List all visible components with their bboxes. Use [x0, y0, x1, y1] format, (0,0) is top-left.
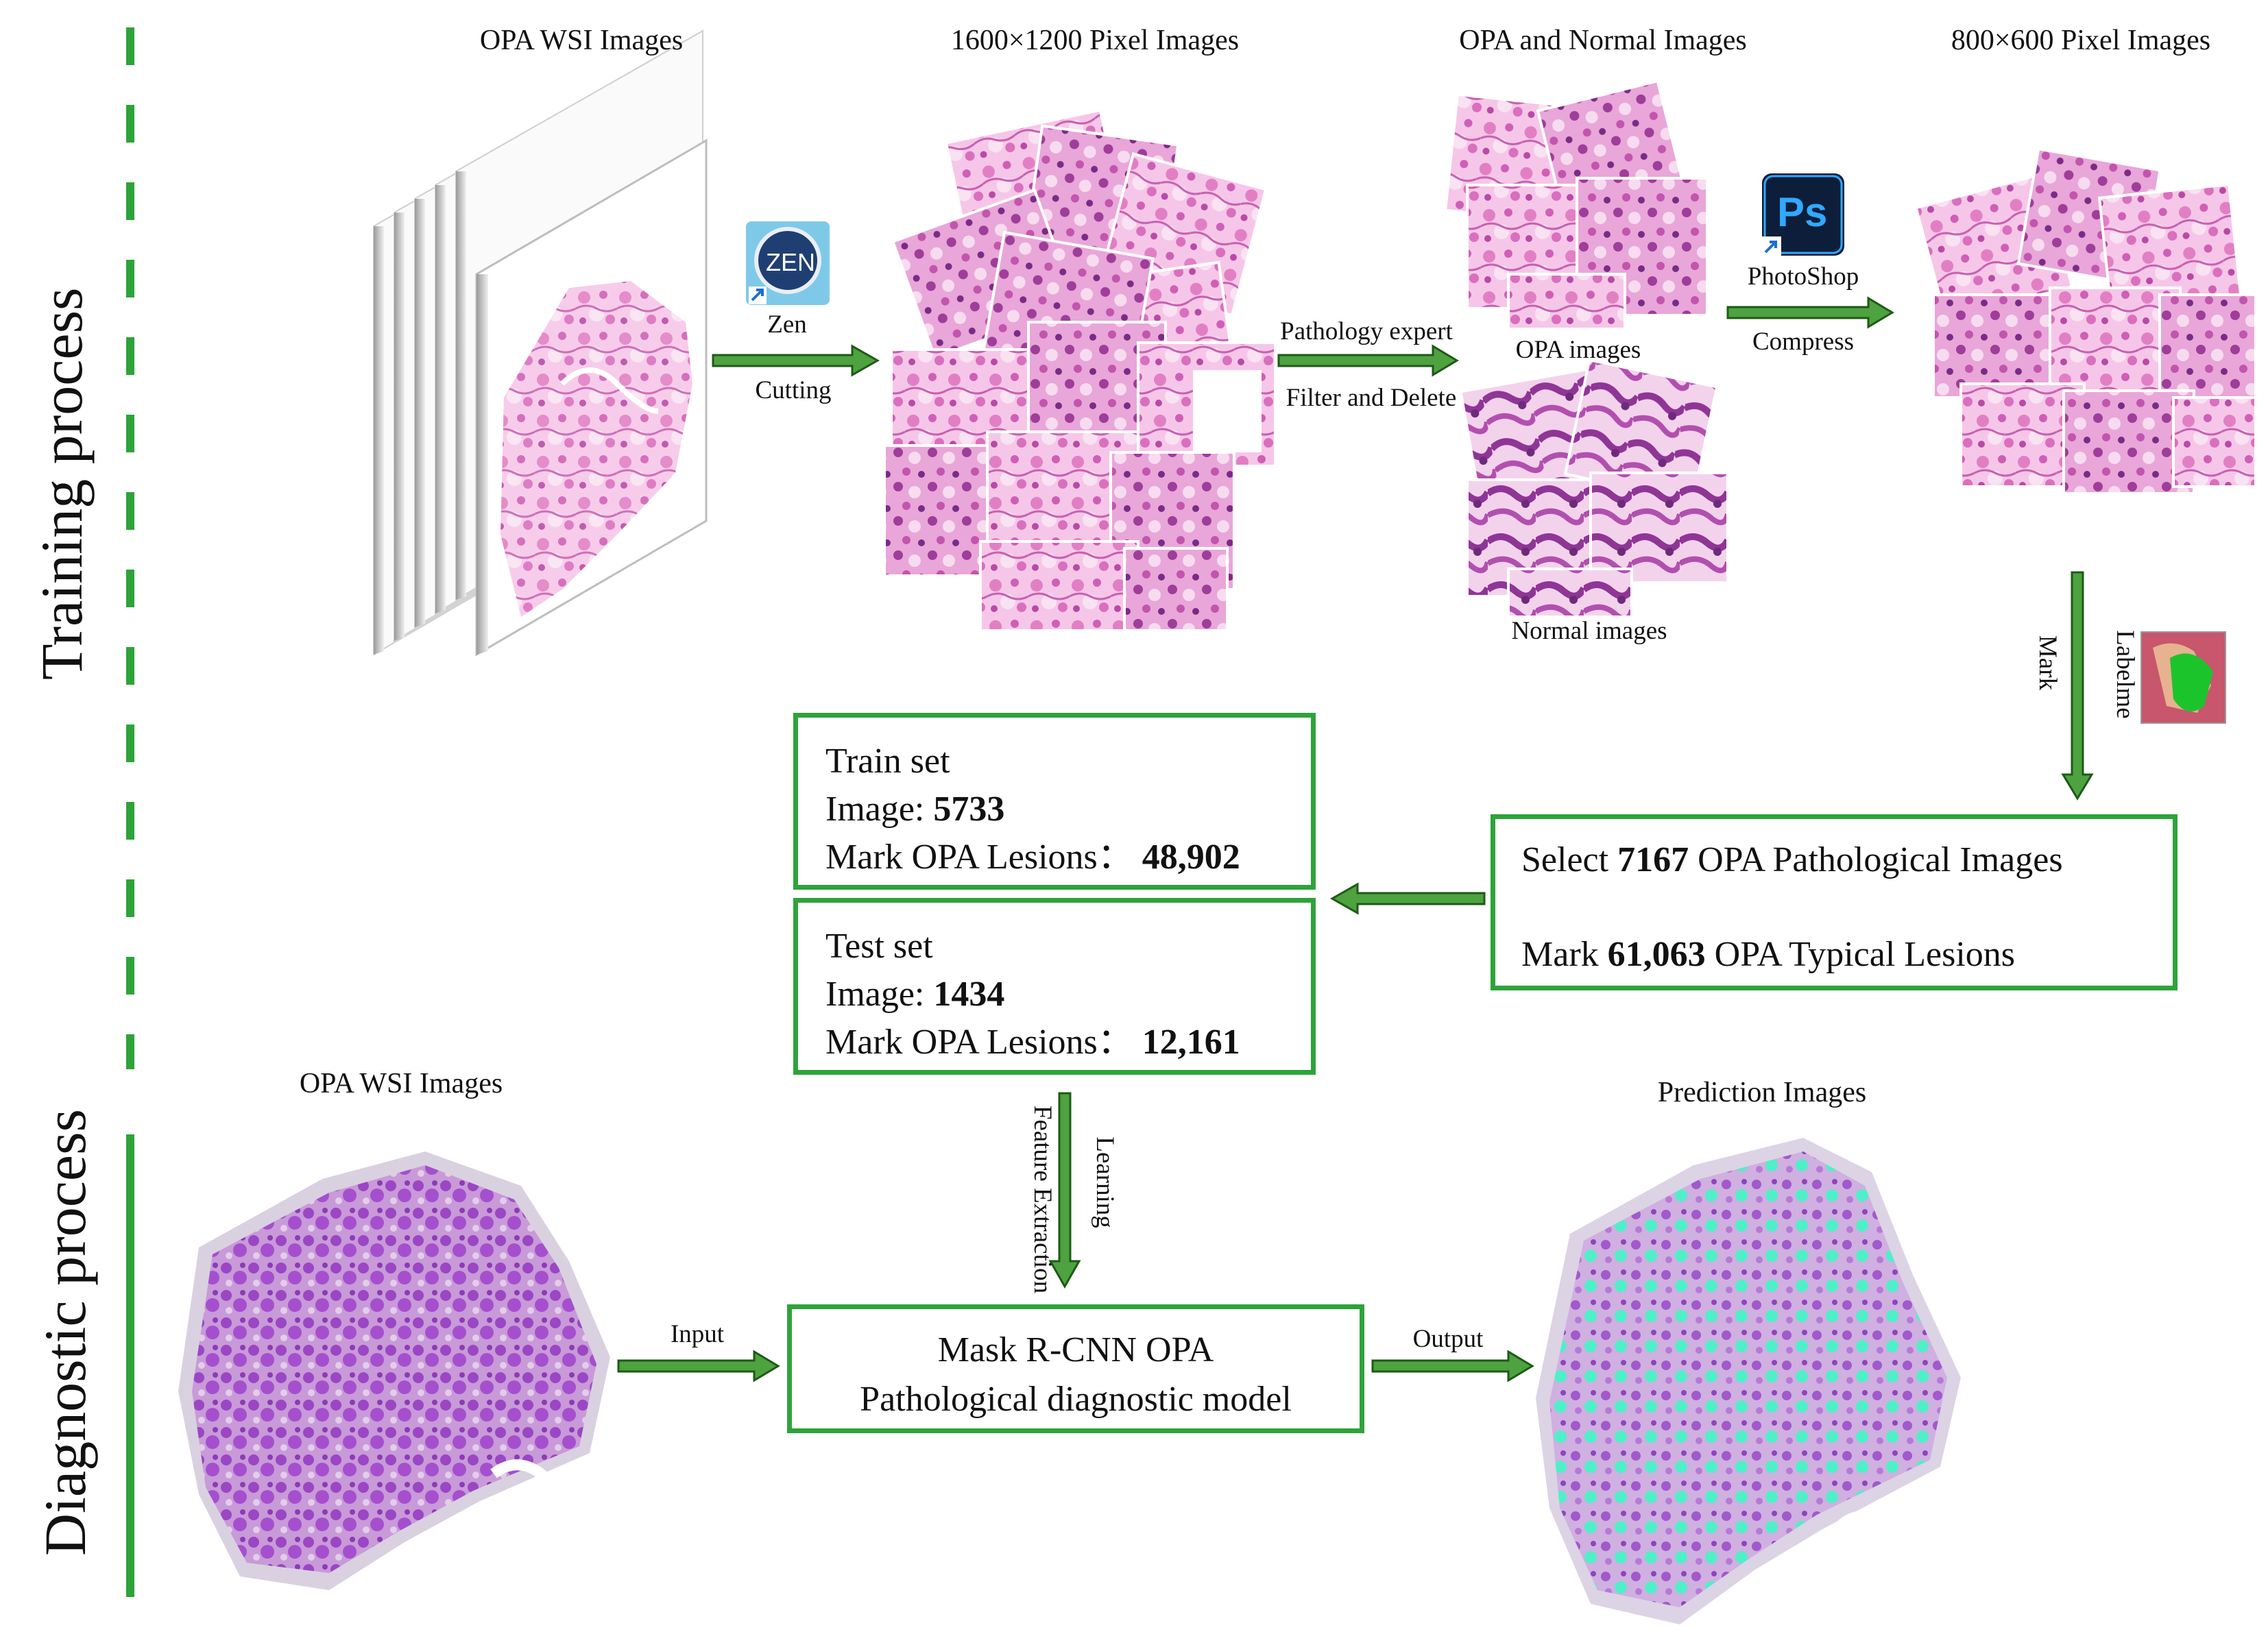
test-lesions: Mark OPA Lesions： 12,161 [825, 1023, 1240, 1062]
collage-1600 [883, 108, 1277, 632]
prediction-image [1536, 1138, 1961, 1624]
test-image-count: Image: 1434 [825, 975, 1005, 1014]
opa-images-label: OPA images [1515, 336, 1641, 364]
compress-label: Compress [1752, 328, 1854, 356]
input-arrow [617, 1350, 780, 1382]
filter-delete-label: Filter and Delete [1286, 384, 1457, 412]
cutting-label: Cutting [755, 376, 832, 404]
model-line2: Pathological diagnostic model [860, 1380, 1292, 1419]
cutting-arrow [712, 344, 880, 377]
prediction-label: Prediction Images [1657, 1077, 1867, 1108]
title-wsi: OPA WSI Images [479, 25, 684, 56]
zen-icon-text: ZEN [766, 248, 815, 276]
pathology-expert-label: Pathology expert [1280, 317, 1453, 345]
filter-arrow [1277, 344, 1459, 377]
title-opa-normal: OPA and Normal Images [1459, 25, 1747, 56]
diag-wsi-label: OPA WSI Images [299, 1068, 503, 1099]
mark-arrow [2061, 571, 2094, 801]
select-arrow [1329, 882, 1486, 915]
feature-extraction-label: Feature Extraction [1028, 1105, 1057, 1294]
test-set-box: Test set Image: 1434 Mark OPA Lesions： 1… [793, 898, 1316, 1075]
title-800: 800×600 Pixel Images [1951, 25, 2211, 56]
output-arrow [1371, 1350, 1534, 1382]
diag-wsi [178, 1152, 610, 1590]
wsi-stack [373, 29, 708, 657]
train-image-count: Image: 5733 [825, 790, 1005, 829]
photoshop-label: PhotoShop [1747, 263, 1859, 291]
labelme-icon [2140, 631, 2226, 724]
photoshop-icon [1762, 173, 1844, 256]
select-box: Select 7167 OPA Pathological Images Mark… [1491, 814, 2177, 990]
ps-icon-text: Ps [1777, 189, 1828, 235]
test-title: Test set [825, 927, 933, 966]
learning-label: Learning [1091, 1136, 1119, 1228]
labelme-label: Labelme [2111, 630, 2139, 719]
train-title: Train set [825, 742, 950, 781]
arrows [617, 296, 2094, 1382]
input-label: Input [670, 1320, 725, 1348]
select-line1: Select 7167 OPA Pathological Images [1521, 840, 2063, 879]
compress-arrow [1726, 296, 1894, 329]
diagnostic-process-label: Diagnostic process [32, 1108, 98, 1556]
select-line2: Mark 61,063 OPA Typical Lesions [1521, 935, 2016, 974]
train-set-box: Train set Image: 5733 Mark OPA Lesions： … [793, 713, 1316, 890]
model-box: Mask R-CNN OPA Pathological diagnostic m… [787, 1304, 1364, 1433]
normal-images-label: Normal images [1511, 617, 1667, 645]
opa-collage [1443, 79, 1709, 330]
title-1600: 1600×1200 Pixel Images [950, 25, 1240, 56]
train-lesions: Mark OPA Lesions： 48,902 [825, 838, 1240, 877]
model-line1: Mask R-CNN OPA [937, 1330, 1214, 1369]
zen-label: Zen [767, 310, 807, 339]
collage-800 [1914, 147, 2257, 495]
output-label: Output [1412, 1325, 1484, 1353]
zen-icon [746, 221, 830, 305]
mark-label: Mark [2034, 635, 2062, 691]
learning-arrow [1048, 1092, 1081, 1289]
training-process-label: Training process [29, 287, 95, 680]
normal-collage [1459, 358, 1729, 618]
